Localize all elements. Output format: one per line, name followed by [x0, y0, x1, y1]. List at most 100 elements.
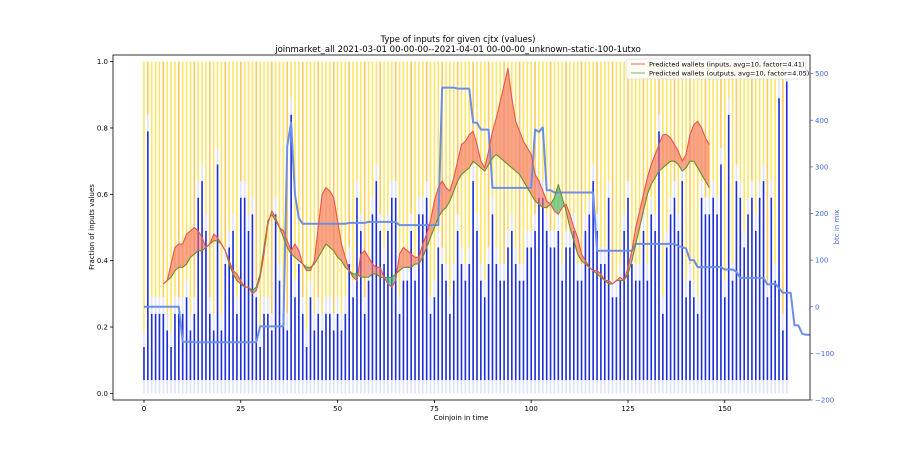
- bar-segment-light: [569, 380, 571, 394]
- fill-between-segment: [639, 194, 644, 228]
- bar-segment-blue: [665, 247, 668, 381]
- bar-segment-light: [143, 380, 145, 394]
- bar-segment-pale: [259, 330, 261, 347]
- bar-segment-pale: [782, 313, 784, 331]
- bar-segment-pale: [739, 181, 742, 198]
- bar-segment-blue: [189, 330, 192, 381]
- bar-segment-light: [634, 380, 637, 394]
- bar-segment-pale: [263, 297, 265, 314]
- bar-segment-yellow: [166, 61, 169, 314]
- bar-segment-light: [495, 380, 498, 394]
- bar-segment-light: [739, 380, 742, 394]
- bar-segment-pale: [766, 280, 769, 298]
- bar-segment-light: [716, 380, 718, 394]
- bar-segment-yellow: [189, 61, 192, 314]
- bar-segment-blue: [534, 230, 536, 381]
- bar-segment-pale: [572, 214, 575, 231]
- bar-segment-yellow: [294, 61, 296, 281]
- bar-segment-blue: [170, 346, 172, 381]
- bar-segment-blue: [406, 280, 409, 381]
- bar-segment-yellow: [228, 61, 230, 231]
- bar-segment-yellow: [631, 61, 633, 248]
- bar-segment-light: [511, 380, 513, 394]
- bar-segment-yellow: [329, 61, 331, 298]
- bar-segment-light: [603, 380, 606, 394]
- y-tick-label: 0.6: [97, 191, 109, 199]
- bar-segment-light: [712, 380, 715, 394]
- bar-segment-light: [178, 380, 180, 394]
- bar-segment-light: [708, 380, 711, 394]
- bar-segment-pale: [480, 263, 482, 281]
- y2-tick-label: 500: [815, 70, 828, 78]
- bar-segment-light: [766, 380, 769, 394]
- bar-segment-blue: [642, 230, 645, 381]
- bar-segment-light: [627, 380, 629, 394]
- bar-segment-blue: [317, 313, 320, 381]
- bar-segment-yellow: [344, 61, 347, 298]
- bar-segment-blue: [452, 280, 455, 381]
- bar-segment-blue: [596, 230, 598, 381]
- fill-between-segment: [306, 267, 311, 271]
- bar-segment-light: [247, 380, 250, 394]
- bar-segment-pale: [615, 280, 618, 298]
- bar-segment-blue: [274, 214, 277, 381]
- bar-segment-pale: [429, 297, 432, 314]
- bar-segment-pale: [224, 247, 227, 264]
- bar-segment-blue: [689, 280, 691, 381]
- bar-segment-light: [383, 380, 385, 394]
- bar-segment-pale: [654, 214, 656, 231]
- bar-segment-blue: [518, 280, 521, 381]
- bar-segment-blue: [623, 230, 625, 381]
- bar-segment-light: [464, 380, 467, 394]
- bar-segment-blue: [696, 313, 699, 381]
- bar-segment-blue: [693, 297, 695, 381]
- bar-segment-pale: [414, 263, 416, 281]
- legend-label-outputs: Predicted wallets (outputs, avg=10, fact…: [649, 70, 809, 78]
- bar-segment-blue: [367, 280, 370, 381]
- bar-segment-blue: [522, 280, 525, 381]
- bar-segment-pale: [267, 297, 269, 314]
- bar-segment-blue: [553, 247, 556, 381]
- bar-segment-pale: [325, 297, 327, 314]
- bar-segment-yellow: [239, 61, 242, 182]
- bar-segment-yellow: [638, 61, 641, 264]
- bar-segment-blue: [739, 197, 742, 381]
- bar-segment-blue: [166, 330, 169, 381]
- bar-segment-blue: [584, 230, 587, 381]
- bar-segment-light: [611, 380, 614, 394]
- bar-segment-light: [654, 380, 656, 394]
- x-tick-label: 50: [333, 405, 342, 413]
- plot-frame: [112, 54, 811, 401]
- fill-between-segment: [294, 244, 299, 261]
- bar-segment-yellow: [305, 61, 308, 331]
- bar-segment-pale: [456, 214, 459, 231]
- bar-segment-pale: [530, 230, 533, 248]
- bar-segment-blue: [685, 297, 687, 381]
- bar-segment-pale: [348, 247, 351, 264]
- bar-segment-yellow: [588, 61, 591, 198]
- bar-segment-blue: [208, 313, 211, 381]
- bar-segment-pale: [452, 263, 455, 281]
- bar-segment-yellow: [170, 61, 172, 331]
- bar-segment-blue: [673, 197, 676, 381]
- bar-segment-blue: [449, 313, 451, 381]
- bar-segment-blue: [197, 197, 200, 381]
- predicted-outputs-line: [162, 153, 710, 292]
- bar-segment-pale: [228, 230, 230, 248]
- fill-between-segment: [174, 244, 179, 271]
- bar-segment-blue: [429, 313, 432, 381]
- bar-segment-yellow: [553, 61, 556, 231]
- bar-segment-blue: [723, 297, 726, 381]
- bar-segment-blue: [379, 230, 381, 381]
- fill-between-segment: [449, 177, 454, 201]
- fill-between-segment: [411, 254, 416, 268]
- bar-segment-pale: [522, 263, 525, 281]
- bar-segment-light: [282, 380, 285, 394]
- bar-segment-blue: [201, 181, 203, 381]
- bar-segment-pale: [542, 181, 544, 198]
- bar-segment-light: [332, 380, 335, 394]
- bar-segment-light: [360, 380, 362, 394]
- bar-segment-yellow: [309, 61, 312, 281]
- bar-segment-light: [526, 380, 529, 394]
